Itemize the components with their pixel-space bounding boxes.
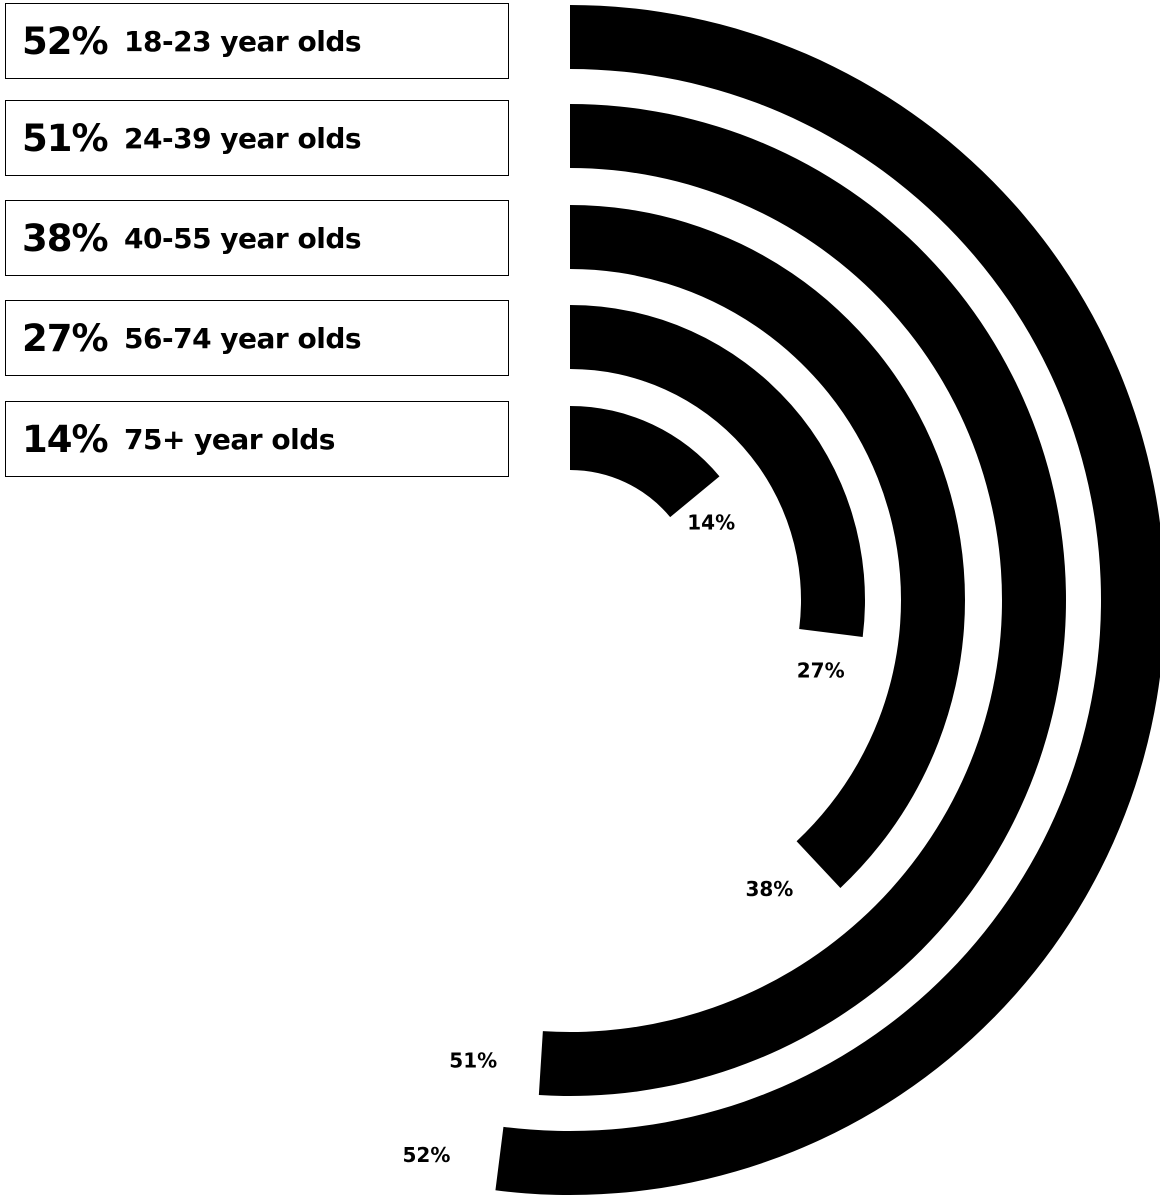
legend-label: 18-23 year olds: [124, 24, 362, 58]
legend-item-18-23: 52% 18-23 year olds: [5, 3, 509, 79]
arc-value-label: 14%: [687, 510, 735, 534]
arc-bar-27: [570, 305, 865, 637]
legend-value: 52%: [22, 19, 109, 63]
legend-label: 40-55 year olds: [124, 221, 362, 255]
legend-item-75-plus: 14% 75+ year olds: [5, 401, 509, 477]
arc-bar-38: [570, 205, 966, 888]
chart-arcs: [495, 5, 1160, 1195]
legend-value: 38%: [22, 216, 109, 260]
legend-value: 14%: [22, 417, 109, 461]
legend-item-56-74: 27% 56-74 year olds: [5, 300, 509, 376]
arc-value-label: 52%: [402, 1143, 450, 1167]
arc-value-label: 27%: [797, 658, 845, 682]
arc-bar-14: [570, 406, 720, 518]
legend-value: 27%: [22, 316, 109, 360]
legend-item-24-39: 51% 24-39 year olds: [5, 100, 509, 176]
legend-value: 51%: [22, 116, 109, 160]
chart-arc-labels: 52% 51% 38% 27% 14%: [402, 510, 844, 1166]
arc-bar-51: [538, 104, 1067, 1097]
legend-item-40-55: 38% 40-55 year olds: [5, 200, 509, 276]
arc-value-label: 38%: [745, 877, 793, 901]
legend-label: 56-74 year olds: [124, 321, 362, 355]
arc-value-label: 51%: [449, 1049, 497, 1073]
legend-label: 24-39 year olds: [124, 121, 362, 155]
legend-label: 75+ year olds: [124, 422, 335, 456]
